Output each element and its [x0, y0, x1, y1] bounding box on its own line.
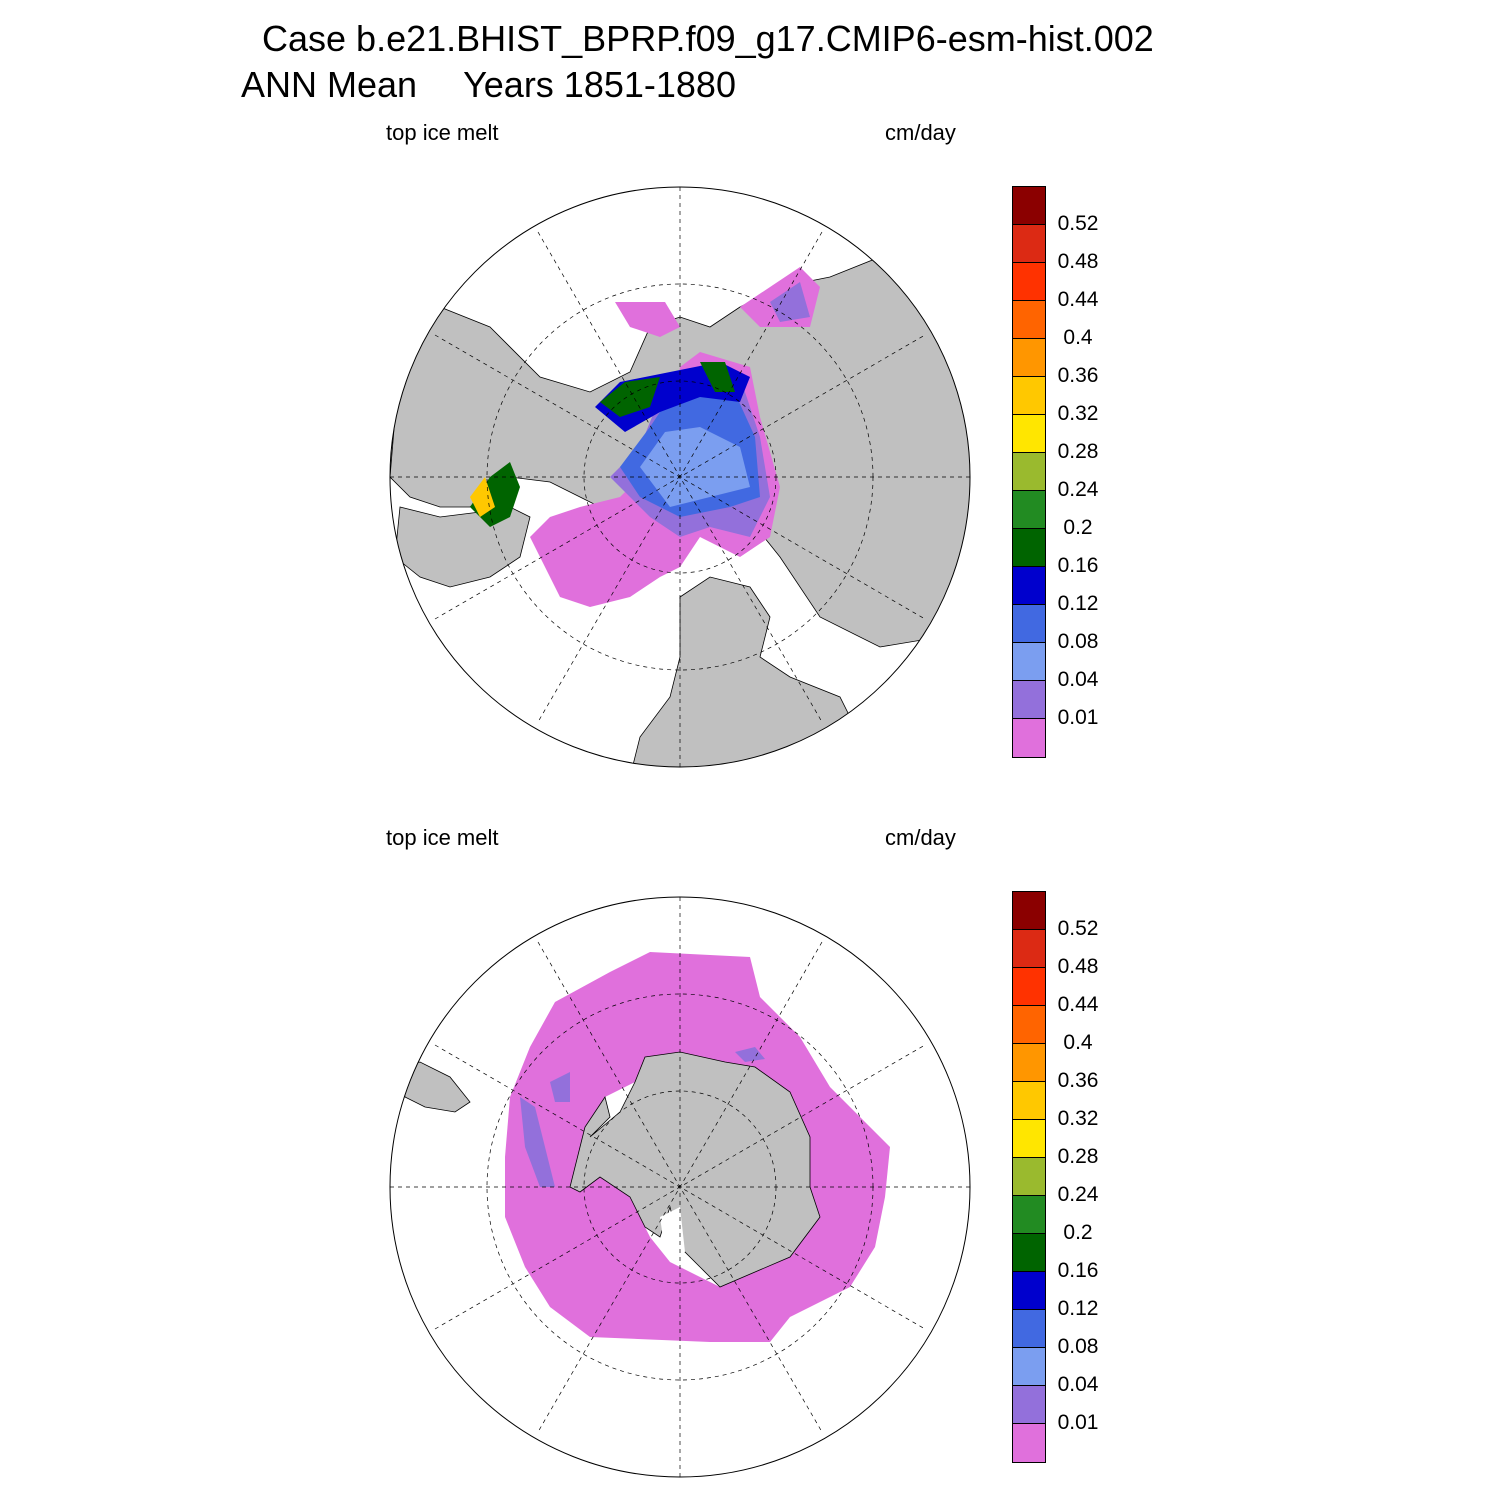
south-america-tip: [399, 1061, 471, 1113]
colorbar-swatch: [1013, 377, 1045, 415]
colorbar-swatch: [1013, 1120, 1045, 1158]
colorbar-tick-label: 0.16: [1057, 1259, 1099, 1282]
colorbar-tick-label: 0.01: [1057, 1411, 1099, 1434]
colorbar-swatch: [1013, 567, 1045, 605]
colorbar-swatch: [1013, 643, 1045, 681]
colorbar-tick-label: 0.08: [1057, 630, 1099, 653]
colorbar-swatch: [1013, 1158, 1045, 1196]
antarctic-melt-0.01: [505, 952, 890, 1342]
colorbar-swatch: [1013, 892, 1045, 930]
colorbar-swatch: [1013, 1424, 1045, 1462]
colorbar-tick-label: 0.4: [1063, 1031, 1093, 1054]
colorbar-tick-label: 0.48: [1057, 250, 1099, 273]
north-panel-units-label: cm/day: [885, 120, 956, 145]
colorbar-tick-label: 0.12: [1057, 592, 1099, 615]
colorbar-swatch: [1013, 415, 1045, 453]
colorbar-swatch: [1013, 339, 1045, 377]
colorbar-tick-label: 0.2: [1063, 1221, 1093, 1244]
colorbar-tick-label: 0.4: [1063, 326, 1093, 349]
colorbar-tick-label: 0.32: [1057, 402, 1099, 425]
arctic-melt-0.16-b: [700, 362, 735, 392]
colorbar-swatch: [1013, 1310, 1045, 1348]
colorbar-tick-label: 0.2: [1063, 516, 1093, 539]
plot-title-period: ANN Mean Years 1851-1880: [241, 64, 736, 106]
colorbar-tick-label: 0.08: [1057, 1335, 1099, 1358]
colorbar-swatch: [1013, 187, 1045, 225]
bering-melt: [615, 302, 680, 337]
colorbar-swatch: [1013, 263, 1045, 301]
colorbar-swatch: [1013, 719, 1045, 757]
colorbar-swatch: [1013, 453, 1045, 491]
antarctic-melt-0.04-c: [735, 1047, 765, 1062]
colorbar-swatch: [1013, 1082, 1045, 1120]
colorbar-swatch: [1013, 968, 1045, 1006]
colorbar-swatch: [1013, 1006, 1045, 1044]
arctic-melt-0.16: [600, 377, 660, 417]
colorbar-swatch: [1013, 1196, 1045, 1234]
colorbar-tick-label: 0.36: [1057, 1069, 1099, 1092]
colorbar-swatch: [1013, 491, 1045, 529]
colorbar-tick-label: 0.52: [1057, 917, 1099, 940]
america-landmass: [394, 506, 531, 588]
colorbar-swatch: [1013, 1234, 1045, 1272]
colorbar-tick-label: 0.04: [1057, 668, 1099, 691]
colorbar-swatch: [1013, 605, 1045, 643]
colorbar-tick-label: 0.12: [1057, 1297, 1099, 1320]
ross-ice-gap: [660, 1207, 685, 1252]
colorbar-tick-label: 0.28: [1057, 440, 1099, 463]
plot-title-case: Case b.e21.BHIST_BPRP.f09_g17.CMIP6-esm-…: [262, 18, 1154, 59]
colorbar-tick-label: 0.28: [1057, 1145, 1099, 1168]
north-panel-variable-label: top ice melt: [386, 120, 499, 145]
antarctic-melt-0.04-b: [550, 1072, 570, 1102]
colorbar-swatch: [1013, 1348, 1045, 1386]
south-panel-units-label: cm/day: [885, 825, 956, 850]
colorbar-tick-label: 0.48: [1057, 955, 1099, 978]
colorbar-swatch: [1013, 1272, 1045, 1310]
colorbar-tick-label: 0.32: [1057, 1107, 1099, 1130]
colorbar-tick-label: 0.36: [1057, 364, 1099, 387]
colorbar-tick-label: 0.16: [1057, 554, 1099, 577]
colorbar-swatch: [1013, 1044, 1045, 1082]
south-panel-variable-label: top ice melt: [386, 825, 499, 850]
okhotsk-melt-inner: [770, 282, 810, 322]
years-label: Years 1851-1880: [463, 64, 736, 105]
colorbar-tick-label: 0.44: [1057, 288, 1099, 311]
arctic-polar-map: [389, 186, 971, 768]
colorbar-swatch: [1013, 225, 1045, 263]
period-label: ANN Mean: [241, 64, 418, 105]
antarctic-melt-0.04-peninsula: [520, 1097, 555, 1187]
hudson-melt-0.32: [470, 477, 495, 517]
colorbar-tick-label: 0.52: [1057, 212, 1099, 235]
colorbar-tick-label: 0.04: [1057, 1373, 1099, 1396]
colorbar-tick-label: 0.24: [1057, 1183, 1099, 1206]
colorbar-tick-label: 0.24: [1057, 478, 1099, 501]
colorbar-swatch: [1013, 301, 1045, 339]
colorbar-swatch: [1013, 529, 1045, 567]
antarctic-polar-map: [389, 896, 971, 1478]
colorbar-tick-label: 0.01: [1057, 706, 1099, 729]
arctic-melt-0.04-core: [640, 427, 750, 507]
colorbar-swatch: [1013, 1386, 1045, 1424]
north-colorbar: [1012, 186, 1046, 758]
colorbar-swatch: [1013, 681, 1045, 719]
south-colorbar: [1012, 891, 1046, 1463]
colorbar-swatch: [1013, 930, 1045, 968]
colorbar-tick-label: 0.44: [1057, 993, 1099, 1016]
antarctica-landmass: [569, 1051, 821, 1288]
